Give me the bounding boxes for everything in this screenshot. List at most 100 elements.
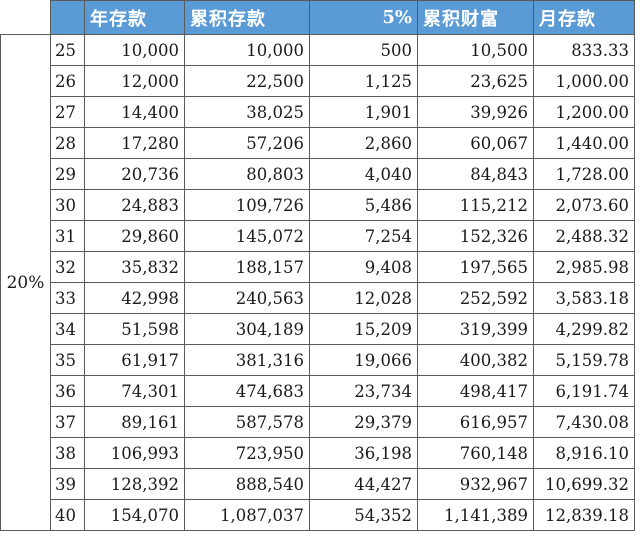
header-cumulative-wealth[interactable]: 累积财富 <box>417 0 534 35</box>
monthly-deposit-cell[interactable]: 10,699.32 <box>533 468 635 500</box>
cumulative-wealth-cell[interactable]: 197,565 <box>417 251 534 283</box>
annual-deposit-cell[interactable]: 20,736 <box>84 158 185 190</box>
monthly-deposit-cell[interactable]: 1,440.00 <box>533 127 635 159</box>
monthly-deposit-cell[interactable]: 12,839.18 <box>533 499 635 531</box>
interest-cell[interactable]: 1,901 <box>309 96 418 128</box>
age-cell[interactable]: 40 <box>50 499 85 531</box>
annual-deposit-cell[interactable]: 61,917 <box>84 344 185 376</box>
cumulative-wealth-cell[interactable]: 84,843 <box>417 158 534 190</box>
interest-cell[interactable]: 23,734 <box>309 375 418 407</box>
cumulative-deposit-cell[interactable]: 474,683 <box>184 375 310 407</box>
rate-cell[interactable]: 20% <box>0 34 51 531</box>
interest-cell[interactable]: 5,486 <box>309 189 418 221</box>
interest-cell[interactable]: 36,198 <box>309 437 418 469</box>
annual-deposit-cell[interactable]: 51,598 <box>84 313 185 345</box>
annual-deposit-cell[interactable]: 74,301 <box>84 375 185 407</box>
interest-cell[interactable]: 12,028 <box>309 282 418 314</box>
cumulative-deposit-cell[interactable]: 381,316 <box>184 344 310 376</box>
cumulative-deposit-cell[interactable]: 240,563 <box>184 282 310 314</box>
cumulative-wealth-cell[interactable]: 10,500 <box>417 34 534 66</box>
age-cell[interactable]: 38 <box>50 437 85 469</box>
interest-cell[interactable]: 7,254 <box>309 220 418 252</box>
age-cell[interactable]: 28 <box>50 127 85 159</box>
interest-cell[interactable]: 4,040 <box>309 158 418 190</box>
age-cell[interactable]: 31 <box>50 220 85 252</box>
cumulative-deposit-cell[interactable]: 109,726 <box>184 189 310 221</box>
interest-cell[interactable]: 29,379 <box>309 406 418 438</box>
monthly-deposit-cell[interactable]: 4,299.82 <box>533 313 635 345</box>
annual-deposit-cell[interactable]: 128,392 <box>84 468 185 500</box>
annual-deposit-cell[interactable]: 106,993 <box>84 437 185 469</box>
age-cell[interactable]: 34 <box>50 313 85 345</box>
cumulative-wealth-cell[interactable]: 23,625 <box>417 65 534 97</box>
age-cell[interactable]: 32 <box>50 251 85 283</box>
header-rate-cell[interactable] <box>0 0 51 35</box>
cumulative-wealth-cell[interactable]: 1,141,389 <box>417 499 534 531</box>
cumulative-wealth-cell[interactable]: 60,067 <box>417 127 534 159</box>
monthly-deposit-cell[interactable]: 2,488.32 <box>533 220 635 252</box>
interest-cell[interactable]: 15,209 <box>309 313 418 345</box>
annual-deposit-cell[interactable]: 24,883 <box>84 189 185 221</box>
monthly-deposit-cell[interactable]: 7,430.08 <box>533 406 635 438</box>
monthly-deposit-cell[interactable]: 3,583.18 <box>533 282 635 314</box>
annual-deposit-cell[interactable]: 154,070 <box>84 499 185 531</box>
interest-cell[interactable]: 1,125 <box>309 65 418 97</box>
age-cell[interactable]: 26 <box>50 65 85 97</box>
cumulative-deposit-cell[interactable]: 188,157 <box>184 251 310 283</box>
header-cumulative-deposit[interactable]: 累积存款 <box>184 0 310 35</box>
cumulative-deposit-cell[interactable]: 38,025 <box>184 96 310 128</box>
age-cell[interactable]: 36 <box>50 375 85 407</box>
interest-cell[interactable]: 44,427 <box>309 468 418 500</box>
cumulative-wealth-cell[interactable]: 760,148 <box>417 437 534 469</box>
header-interest[interactable]: 5% <box>309 0 418 35</box>
cumulative-deposit-cell[interactable]: 723,950 <box>184 437 310 469</box>
cumulative-wealth-cell[interactable]: 152,326 <box>417 220 534 252</box>
cumulative-wealth-cell[interactable]: 319,399 <box>417 313 534 345</box>
header-monthly-deposit[interactable]: 月存款 <box>533 0 635 35</box>
monthly-deposit-cell[interactable]: 1,200.00 <box>533 96 635 128</box>
interest-cell[interactable]: 54,352 <box>309 499 418 531</box>
monthly-deposit-cell[interactable]: 1,000.00 <box>533 65 635 97</box>
annual-deposit-cell[interactable]: 12,000 <box>84 65 185 97</box>
cumulative-deposit-cell[interactable]: 304,189 <box>184 313 310 345</box>
monthly-deposit-cell[interactable]: 2,985.98 <box>533 251 635 283</box>
monthly-deposit-cell[interactable]: 8,916.10 <box>533 437 635 469</box>
monthly-deposit-cell[interactable]: 5,159.78 <box>533 344 635 376</box>
monthly-deposit-cell[interactable]: 2,073.60 <box>533 189 635 221</box>
cumulative-deposit-cell[interactable]: 80,803 <box>184 158 310 190</box>
cumulative-deposit-cell[interactable]: 888,540 <box>184 468 310 500</box>
monthly-deposit-cell[interactable]: 6,191.74 <box>533 375 635 407</box>
interest-cell[interactable]: 2,860 <box>309 127 418 159</box>
annual-deposit-cell[interactable]: 14,400 <box>84 96 185 128</box>
header-age-cell[interactable] <box>50 0 85 35</box>
cumulative-deposit-cell[interactable]: 1,087,037 <box>184 499 310 531</box>
annual-deposit-cell[interactable]: 10,000 <box>84 34 185 66</box>
age-cell[interactable]: 37 <box>50 406 85 438</box>
header-annual-deposit[interactable]: 年存款 <box>84 0 185 35</box>
cumulative-wealth-cell[interactable]: 400,382 <box>417 344 534 376</box>
monthly-deposit-cell[interactable]: 833.33 <box>533 34 635 66</box>
annual-deposit-cell[interactable]: 89,161 <box>84 406 185 438</box>
age-cell[interactable]: 33 <box>50 282 85 314</box>
cumulative-deposit-cell[interactable]: 22,500 <box>184 65 310 97</box>
cumulative-deposit-cell[interactable]: 587,578 <box>184 406 310 438</box>
age-cell[interactable]: 39 <box>50 468 85 500</box>
interest-cell[interactable]: 500 <box>309 34 418 66</box>
interest-cell[interactable]: 9,408 <box>309 251 418 283</box>
age-cell[interactable]: 30 <box>50 189 85 221</box>
cumulative-deposit-cell[interactable]: 10,000 <box>184 34 310 66</box>
cumulative-wealth-cell[interactable]: 115,212 <box>417 189 534 221</box>
annual-deposit-cell[interactable]: 17,280 <box>84 127 185 159</box>
cumulative-wealth-cell[interactable]: 252,592 <box>417 282 534 314</box>
cumulative-wealth-cell[interactable]: 39,926 <box>417 96 534 128</box>
cumulative-wealth-cell[interactable]: 498,417 <box>417 375 534 407</box>
age-cell[interactable]: 35 <box>50 344 85 376</box>
annual-deposit-cell[interactable]: 42,998 <box>84 282 185 314</box>
annual-deposit-cell[interactable]: 35,832 <box>84 251 185 283</box>
age-cell[interactable]: 27 <box>50 96 85 128</box>
cumulative-wealth-cell[interactable]: 932,967 <box>417 468 534 500</box>
annual-deposit-cell[interactable]: 29,860 <box>84 220 185 252</box>
age-cell[interactable]: 25 <box>50 34 85 66</box>
monthly-deposit-cell[interactable]: 1,728.00 <box>533 158 635 190</box>
cumulative-deposit-cell[interactable]: 57,206 <box>184 127 310 159</box>
